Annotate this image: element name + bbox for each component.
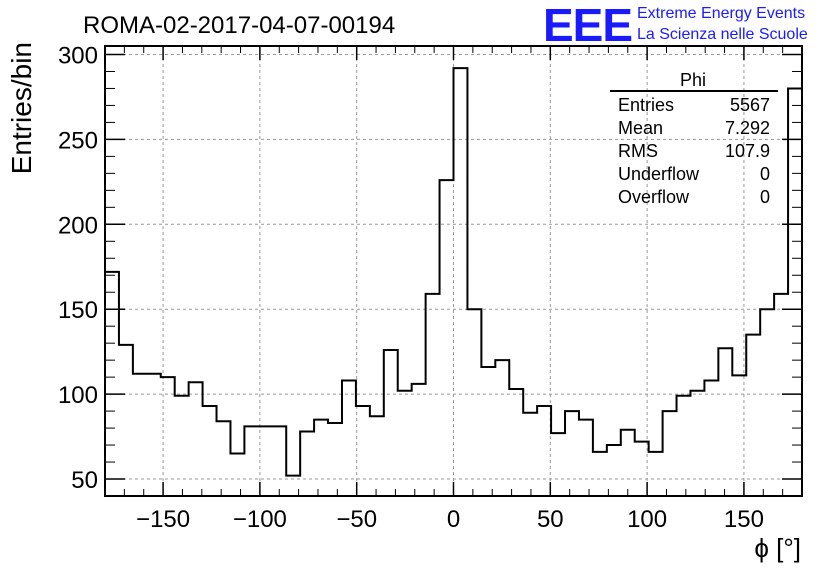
x-tick-label: 50 (537, 506, 564, 533)
histogram-bin (537, 406, 551, 496)
histogram-bin (523, 413, 537, 496)
stats-label: Overflow (618, 187, 690, 207)
histogram-bin (454, 68, 468, 496)
histogram-bin (244, 426, 258, 496)
histogram-bin (217, 421, 231, 496)
histogram-bin (551, 433, 565, 496)
histogram-bin (342, 381, 356, 496)
histogram-bin (774, 294, 788, 496)
histogram-bin (230, 454, 244, 496)
stats-value: 107.9 (725, 141, 770, 161)
histogram-bins (105, 67, 802, 496)
histogram-bin (328, 423, 342, 496)
stats-label: RMS (618, 141, 658, 161)
histogram-bin (161, 377, 175, 496)
histogram-bin (272, 426, 286, 496)
stats-value: 0 (760, 187, 770, 207)
x-tick-label: 100 (627, 506, 667, 533)
histogram-bin (412, 384, 426, 496)
histogram-bin (286, 476, 300, 496)
y-tick-label: 100 (58, 382, 98, 409)
histogram-bin (189, 382, 203, 496)
histogram-bin (133, 374, 147, 496)
histogram-bin (467, 309, 481, 496)
x-axis-title: ϕ [°] (754, 533, 801, 563)
x-tick-label: −50 (336, 506, 377, 533)
histogram-bin (119, 345, 133, 496)
histogram-bin (732, 375, 746, 496)
histogram-bin (677, 396, 691, 496)
histogram-bin (607, 445, 621, 496)
histogram-bin (649, 452, 663, 496)
histogram-bin (314, 420, 328, 496)
stats-value: 0 (760, 164, 770, 184)
eee-logo: EEE (543, 0, 633, 51)
stats-label: Mean (618, 118, 663, 138)
histogram-bin (509, 389, 523, 496)
stats-label: Entries (618, 95, 674, 115)
histogram-bin (370, 416, 384, 496)
tick-labels: −150 −100 −50 0 50 100 150 50 100 150 200 250 300 (58, 42, 764, 533)
logo-tagline-1: Extreme Energy Events (637, 5, 806, 22)
logo-tagline-2: La Scienza nelle Scuole (637, 26, 808, 43)
histogram-bin (426, 294, 440, 496)
histogram-bin (147, 374, 161, 496)
y-tick-label: 200 (58, 212, 98, 239)
stats-label: Underflow (618, 164, 700, 184)
histogram-bin (175, 396, 189, 496)
y-tick-label: 50 (71, 467, 98, 494)
axis-ticks (104, 46, 803, 497)
histogram-bin (203, 406, 217, 496)
histogram-bin (593, 452, 607, 496)
stats-rows: Entries 5567 Mean 7.292 RMS 107.9 Underflow 0 Ov… (618, 95, 770, 207)
x-tick-label: −150 (136, 506, 190, 533)
y-tick-label: 300 (58, 42, 98, 69)
stats-box: Phi Entries 5567 Mean 7.292 RMS 107.9 Underflo… (610, 70, 778, 207)
histogram-bin (398, 391, 412, 496)
stats-box-name: Phi (680, 70, 706, 90)
histogram-bin (384, 350, 398, 496)
histogram-bin (565, 411, 579, 496)
y-tick-label: 150 (58, 297, 98, 324)
histogram-bin (356, 406, 370, 496)
y-axis-title: Entries/bin (6, 42, 37, 174)
x-tick-label: −100 (233, 506, 287, 533)
histogram-bin (663, 411, 677, 496)
histogram-bin (440, 180, 454, 496)
histogram-bin (481, 367, 495, 496)
histogram-bin (579, 420, 593, 496)
histogram-bin (760, 309, 774, 496)
y-tick-label: 250 (58, 127, 98, 154)
x-tick-label: 0 (447, 506, 460, 533)
histogram-bin (690, 391, 704, 496)
histogram-bin (718, 348, 732, 496)
chart-title: ROMA-02-2017-04-07-00194 (83, 12, 396, 39)
stats-value: 7.292 (725, 118, 770, 138)
histogram-bin (495, 360, 509, 496)
histogram-bin (746, 335, 760, 496)
x-tick-label: 150 (724, 506, 764, 533)
histogram-bin (704, 381, 718, 496)
histogram-outline (105, 67, 802, 477)
stats-value: 5567 (730, 95, 770, 115)
histogram-bin (300, 431, 314, 496)
histogram-bin (621, 430, 635, 496)
